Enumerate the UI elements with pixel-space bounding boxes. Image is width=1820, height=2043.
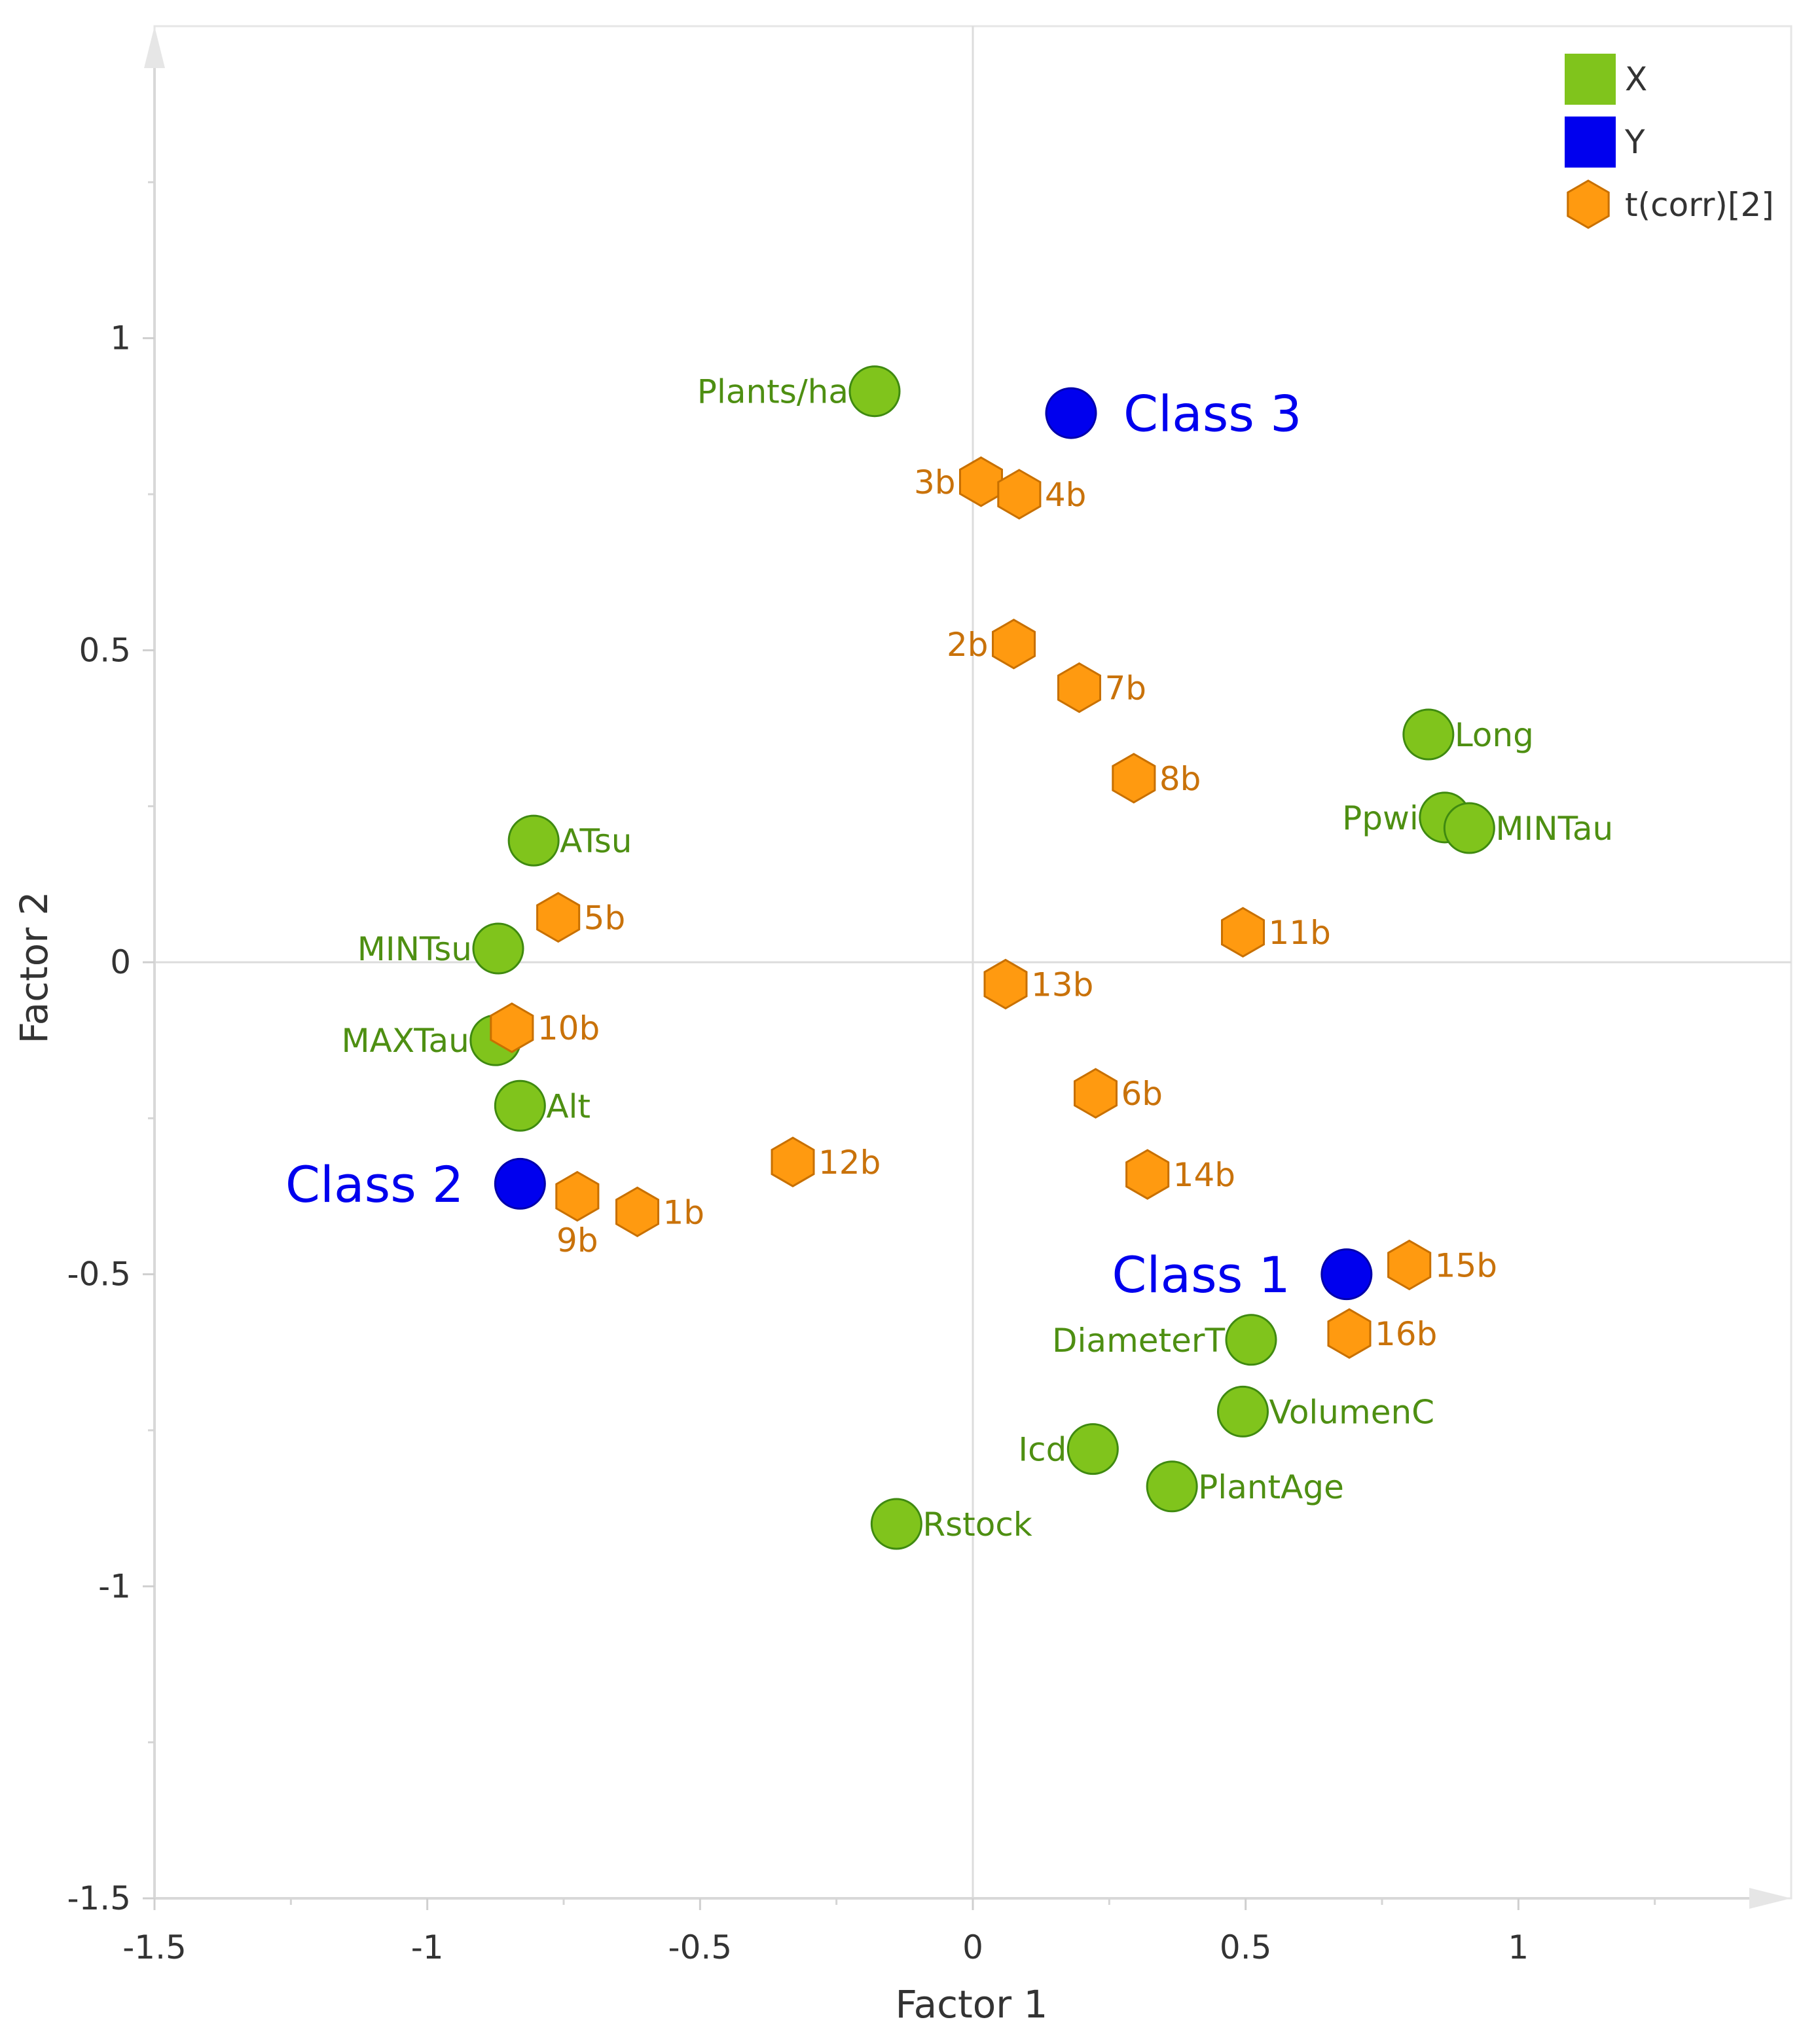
point-label-6b: 6b: [1121, 1075, 1163, 1113]
data-points: Plants/ha Long Ppwi MINTau ATsu MINTsu MAXTau A…: [285, 365, 1613, 1550]
point-label-Class 1: Class 1: [1112, 1246, 1290, 1304]
y-axis-arrow: [144, 26, 165, 68]
x-tick-label: 1: [1508, 1928, 1529, 1966]
point-circle-MINTau: [1443, 802, 1495, 854]
legend: XYt(corr)[2]: [1565, 54, 1774, 229]
point-label-Icd: Icd: [1018, 1431, 1066, 1469]
x-axis-title: Factor 1: [896, 1982, 1048, 2027]
legend-label: Y: [1624, 123, 1645, 161]
y-axis-title: Factor 2: [12, 892, 56, 1044]
point-label-15b: 15b: [1435, 1246, 1497, 1284]
y-tick-label: -0.5: [67, 1256, 131, 1293]
y-tick-label: -1: [98, 1567, 131, 1605]
point-label-PlantAge: PlantAge: [1198, 1468, 1344, 1506]
point-circle-Long: [1402, 708, 1455, 761]
x-tick-label: 0.5: [1220, 1928, 1272, 1966]
point-circle-VolumenC: [1217, 1385, 1269, 1437]
point-hexagon-10b: [490, 1002, 534, 1053]
point-circle-DiameterT: [1225, 1314, 1277, 1366]
point-label-Ppwi: Ppwi: [1342, 799, 1419, 837]
point-label-Plants/ha: Plants/ha: [697, 373, 848, 411]
point-circle-Plants/ha: [848, 365, 901, 418]
axes: -1.5 -1 -0.5 0 0.5 1 -1.5 -1 -0.5 0 0.5 1: [67, 26, 1791, 1966]
point-label-MINTau: MINTau: [1495, 810, 1613, 848]
point-hexagon-13b: [983, 958, 1028, 1010]
point-hexagon-5b: [536, 892, 581, 943]
point-label-5b: 5b: [584, 899, 626, 937]
point-label-7b: 7b: [1105, 670, 1147, 708]
point-label-16b: 16b: [1375, 1315, 1437, 1353]
point-hexagon-1b: [615, 1186, 659, 1238]
point-label-Rstock: Rstock: [922, 1506, 1032, 1544]
point-label-14b: 14b: [1173, 1156, 1235, 1194]
point-circle-Class 1: [1320, 1248, 1373, 1301]
point-hexagon-16b: [1327, 1308, 1372, 1359]
point-circle-Class 3: [1045, 387, 1097, 439]
legend-label: X: [1625, 60, 1647, 98]
point-hexagon-11b: [1221, 907, 1265, 958]
point-circle-ATsu: [507, 814, 560, 867]
point-label-9b: 9b: [556, 1221, 598, 1259]
point-hexagon-2b: [992, 619, 1036, 670]
point-label-8b: 8b: [1159, 760, 1201, 798]
point-label-12b: 12b: [818, 1144, 881, 1182]
legend-label: t(corr)[2]: [1625, 186, 1774, 224]
point-label-VolumenC: VolumenC: [1269, 1393, 1435, 1431]
y-tick-label: 0.5: [79, 631, 131, 669]
point-label-ATsu: ATsu: [560, 822, 632, 860]
point-label-Alt: Alt: [546, 1087, 591, 1125]
point-hexagon-9b: [555, 1170, 600, 1222]
point-label-Class 2: Class 2: [285, 1155, 464, 1214]
point-label-13b: 13b: [1031, 966, 1093, 1003]
point-hexagon-4b: [997, 469, 1042, 520]
point-hexagon-14b: [1125, 1149, 1170, 1200]
point-label-MINTsu: MINTsu: [357, 930, 472, 968]
legend-hexagon-icon: [1567, 179, 1610, 229]
point-hexagon-6b: [1074, 1068, 1118, 1119]
point-label-1b: 1b: [663, 1193, 705, 1231]
point-hexagon-12b: [771, 1136, 815, 1187]
point-label-MAXTau: MAXTau: [342, 1022, 469, 1060]
point-label-Long: Long: [1455, 716, 1534, 754]
point-hexagon-15b: [1387, 1239, 1432, 1291]
point-label-4b: 4b: [1045, 476, 1087, 514]
legend-square-icon: [1565, 117, 1616, 168]
point-label-11b: 11b: [1269, 914, 1331, 952]
point-hexagon-7b: [1057, 662, 1101, 714]
point-circle-Alt: [494, 1079, 546, 1132]
point-label-3b: 3b: [914, 463, 956, 501]
x-tick-label: -1.5: [122, 1928, 187, 1966]
point-circle-Rstock: [870, 1498, 922, 1550]
x-tick-label: -1: [411, 1928, 444, 1966]
point-label-DiameterT: DiameterT: [1052, 1322, 1225, 1360]
y-tick-label: -1.5: [67, 1879, 131, 1917]
point-circle-MINTsu: [472, 922, 524, 975]
x-tick-label: 0: [962, 1928, 983, 1966]
y-tick-label: 0: [110, 943, 131, 981]
legend-square-icon: [1565, 54, 1616, 105]
point-label-2b: 2b: [947, 626, 989, 664]
x-tick-label: -0.5: [668, 1928, 733, 1966]
y-tick-label: 1: [110, 319, 131, 357]
point-circle-PlantAge: [1146, 1460, 1198, 1513]
point-circle-Class 2: [494, 1157, 546, 1210]
point-circle-Icd: [1066, 1423, 1119, 1475]
point-hexagon-3b: [959, 456, 1003, 507]
point-label-10b: 10b: [537, 1009, 600, 1047]
point-label-Class 3: Class 3: [1123, 384, 1301, 443]
point-hexagon-8b: [1112, 753, 1156, 804]
x-axis-arrow: [1749, 1888, 1791, 1909]
